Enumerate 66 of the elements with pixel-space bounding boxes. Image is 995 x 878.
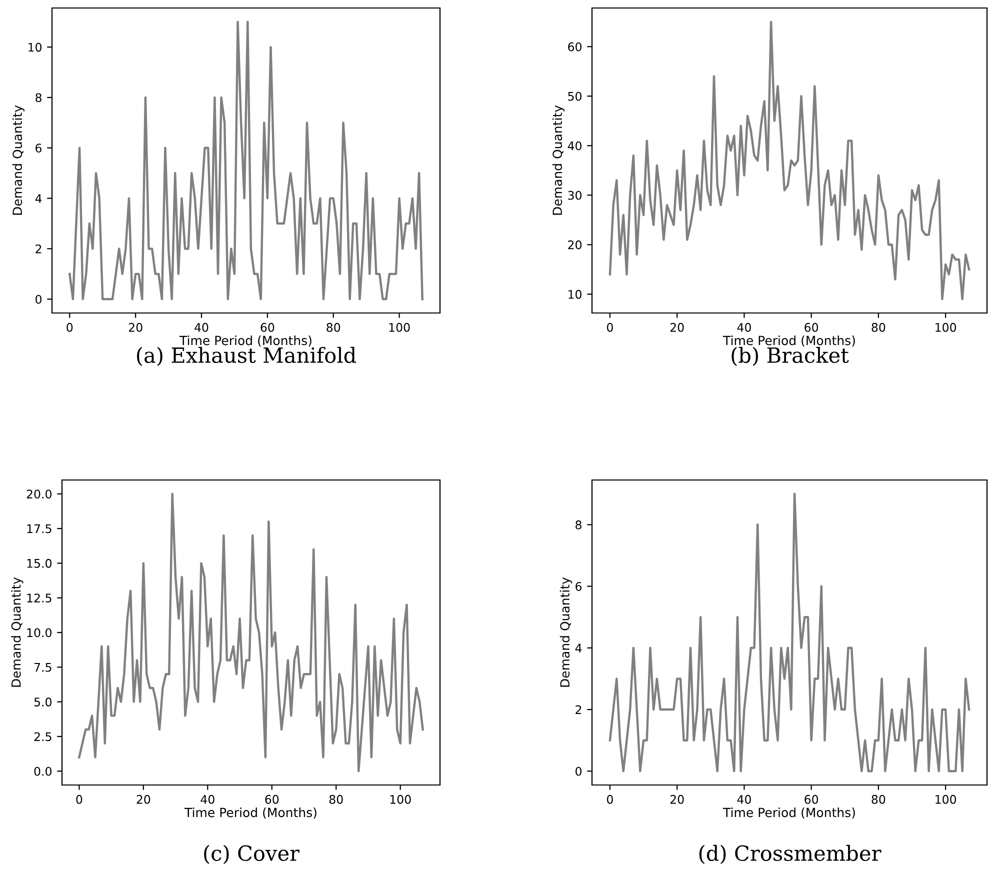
y-tick-label: 2	[36, 244, 42, 254]
y-tick-label: 10	[28, 42, 42, 52]
x-tick-label: 0	[606, 322, 613, 332]
x-tick-label: 0	[66, 322, 73, 332]
x-tick-label: 60	[260, 322, 274, 332]
x-tick-label: 100	[390, 794, 411, 804]
x-axis-title: Time Period (Months)	[722, 336, 855, 347]
y-axis-title: Demand Quantity	[552, 105, 564, 215]
x-tick-label: 100	[389, 322, 410, 332]
x-tick-label: 80	[326, 322, 340, 332]
x-tick-label: 20	[128, 322, 142, 332]
y-tick-label: 2.5	[34, 732, 52, 742]
y-axis-title: Demand Quantity	[560, 577, 572, 687]
y-tick-label: 4	[575, 644, 582, 652]
y-tick-label: 20	[568, 240, 582, 250]
y-tick-label: 40	[568, 141, 582, 150]
x-tick-label: 80	[872, 794, 886, 804]
line-series	[68, 20, 424, 300]
x-tick-label: 80	[872, 322, 886, 332]
x-axis-title: Time Period (Months)	[722, 808, 855, 819]
x-tick-label: 20	[670, 322, 684, 332]
y-tick-label: 6	[576, 582, 582, 591]
x-tick-label: 0	[606, 794, 613, 804]
x-tick-label: 100	[936, 794, 956, 804]
y-tick-label: 10	[568, 290, 582, 299]
x-tick-label: 60	[804, 794, 818, 804]
y-tick-label: 12.5	[27, 594, 52, 602]
y-axis-title: Demand Quantity	[11, 577, 24, 687]
y-tick-label: 4	[35, 194, 42, 203]
x-tick-label: 60	[265, 794, 279, 804]
y-tick-label: 0.0	[34, 766, 52, 776]
line-series	[78, 492, 424, 772]
x-tick-label: 40	[737, 322, 751, 332]
y-tick-label: 8	[576, 520, 582, 530]
line-series	[608, 492, 970, 772]
y-tick-label: 7.5	[34, 663, 52, 672]
x-tick-label: 80	[329, 794, 343, 804]
y-tick-label: 6	[36, 144, 42, 153]
text: (c) Cover	[204, 844, 300, 864]
y-tick-label: 10.0	[27, 628, 52, 638]
y-tick-label: 60	[568, 42, 582, 52]
y-tick-label: 5.0	[34, 698, 52, 706]
y-tick-label: 0	[576, 766, 582, 776]
x-tick-label: 20	[136, 794, 150, 804]
y-tick-label: 0	[36, 294, 42, 304]
text: (d) Crossmember	[699, 844, 882, 864]
y-tick-label: 17.5	[27, 524, 52, 534]
x-tick-label: 20	[670, 794, 684, 804]
text: (b) Bracket	[732, 346, 849, 366]
y-tick-label: 50	[568, 92, 582, 101]
y-tick-label: 2	[576, 705, 582, 714]
text: (a) Exhaust Manifold	[137, 346, 356, 366]
y-axis-title: Demand Quantity	[12, 105, 24, 215]
x-tick-label: 40	[194, 322, 208, 332]
x-tick-label: 40	[737, 794, 751, 804]
x-tick-label: 60	[804, 322, 818, 332]
x-tick-label: 40	[200, 794, 214, 804]
y-tick-label: 15.0	[27, 558, 52, 568]
line-series	[608, 20, 970, 300]
x-tick-label: 0	[76, 794, 82, 804]
y-tick-label: 8	[36, 93, 42, 102]
x-tick-label: 100	[936, 322, 956, 332]
y-tick-label: 30	[568, 190, 582, 200]
x-axis-title: Time Period (Months)	[184, 808, 316, 819]
x-axis-title: Time Period (Months)	[179, 336, 312, 347]
y-tick-label: 20.0	[26, 490, 52, 499]
